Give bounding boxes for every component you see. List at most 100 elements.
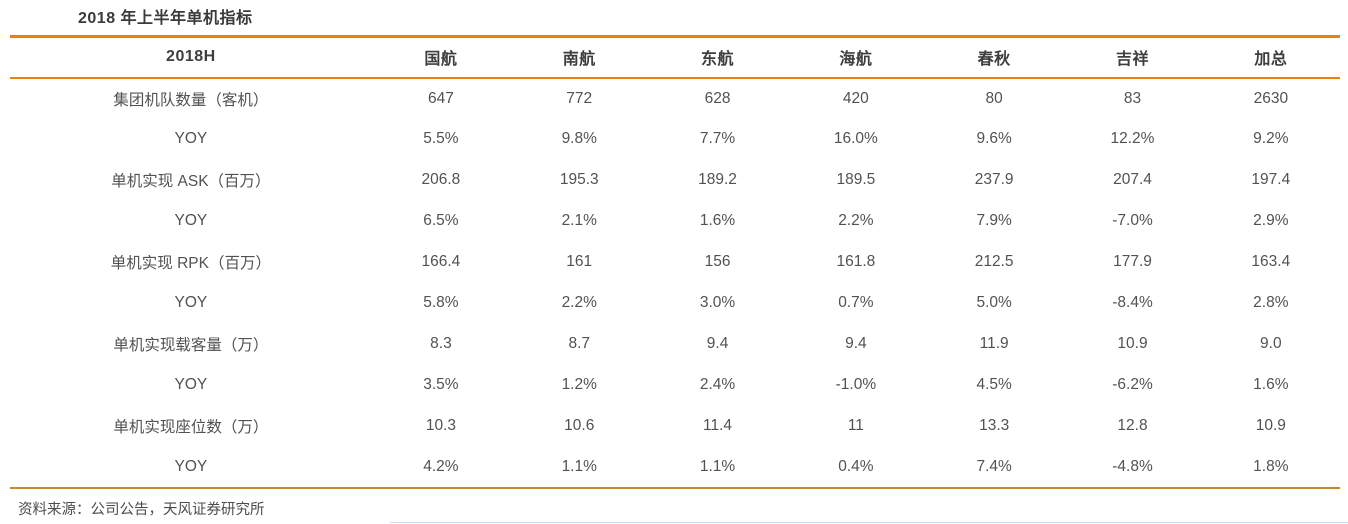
metric-value-cell: 10.3	[425, 417, 456, 434]
table-container: 2018H 国航 南航 东航 海航 春秋 吉祥 加总 集团机队数量（客机） 647 772 628 4…	[10, 35, 1340, 489]
metric-value-cell: -7.0%	[1112, 212, 1153, 229]
metric-value-cell: 197.4	[1251, 171, 1291, 188]
metric-value-cell: 647	[427, 89, 454, 107]
airline-column-header: 吉祥	[1115, 51, 1149, 69]
metric-value-cell: 1.2%	[561, 376, 597, 393]
period-header: 2018H	[166, 48, 216, 66]
table-row: YOY 4.2% 1.1% 1.1% 0.4% 7.4% -4.8% 1.8%	[10, 447, 1340, 488]
metric-value-cell: 156	[704, 253, 731, 270]
metric-value-cell: -8.4%	[1112, 294, 1153, 311]
airline-column-header: 国航	[424, 51, 458, 69]
table-row: YOY 5.8% 2.2% 3.0% 0.7% 5.0% -8.4% 2.8%	[10, 283, 1340, 324]
table-row: 单机实现座位数（万） 10.3 10.6 11.4 11 13.3 12.8 10.9	[10, 406, 1340, 447]
page-title: 2018 年上半年单机指标	[78, 10, 253, 27]
metric-value-cell: 6.5%	[423, 212, 459, 229]
metric-value-cell: 10.9	[1255, 417, 1286, 434]
row-label: YOY	[174, 130, 208, 147]
table-header-row: 2018H 国航 南航 东航 海航 春秋 吉祥 加总	[10, 36, 1340, 78]
row-label: YOY	[174, 457, 208, 475]
metric-value-cell: 7.9%	[976, 212, 1012, 229]
metric-value-cell: 2.2%	[561, 294, 597, 311]
metric-value-cell: 4.5%	[976, 376, 1012, 393]
metric-value-cell: 1.6%	[1253, 376, 1289, 393]
bottom-divider	[390, 522, 1348, 523]
airline-column-header: 春秋	[977, 51, 1011, 69]
metric-value-cell: 2.1%	[561, 212, 597, 229]
table-row: 集团机队数量（客机） 647 772 628 420 80 83 2630	[10, 78, 1340, 119]
metric-value-cell: 16.0%	[833, 130, 878, 147]
airline-column-header: 海航	[839, 51, 873, 69]
metric-value-cell: 7.4%	[976, 457, 1012, 475]
source-note: 资料来源：公司公告，天风证券研究所	[18, 502, 265, 518]
metric-value-cell: 0.7%	[838, 294, 874, 311]
metric-value-cell: 628	[704, 89, 731, 107]
metric-value-cell: -1.0%	[835, 376, 877, 393]
table-row: YOY 6.5% 2.1% 1.6% 2.2% 7.9% -7.0% 2.9%	[10, 201, 1340, 242]
metric-value-cell: 9.4	[845, 335, 867, 352]
row-label: 单机实现载客量（万）	[113, 337, 269, 354]
metric-value-cell: 10.6	[564, 417, 595, 434]
metric-value-cell: 11	[847, 417, 864, 434]
metric-value-cell: 189.5	[836, 171, 876, 188]
row-label: YOY	[174, 294, 208, 311]
row-label: 单机实现 RPK（百万）	[110, 255, 271, 272]
metric-value-cell: 4.2%	[423, 457, 459, 475]
airline-column-header: 加总	[1254, 51, 1288, 69]
metric-value-cell: 11.9	[979, 335, 1009, 352]
metric-value-cell: 1.1%	[699, 457, 736, 475]
metric-value-cell: 9.8%	[561, 130, 597, 147]
metric-value-cell: 2.9%	[1253, 212, 1289, 229]
metric-value-cell: 772	[566, 89, 593, 107]
metric-value-cell: 163.4	[1251, 253, 1291, 270]
metric-value-cell: 177.9	[1113, 253, 1152, 270]
metric-value-cell: 2.2%	[838, 212, 874, 229]
metric-value-cell: 5.5%	[423, 130, 459, 147]
metric-value-cell: 9.4	[706, 335, 729, 352]
metrics-table: 2018H 国航 南航 东航 海航 春秋 吉祥 加总 集团机队数量（客机） 647 772 628 4…	[10, 35, 1340, 489]
metric-value-cell: 420	[842, 89, 869, 107]
metric-value-cell: 80	[985, 89, 1003, 107]
metric-value-cell: 2.8%	[1253, 294, 1289, 311]
metric-value-cell: 9.6%	[976, 130, 1012, 147]
metric-value-cell: 1.1%	[561, 457, 597, 475]
metric-value-cell: 5.8%	[423, 294, 459, 311]
metric-value-cell: 12.8	[1117, 417, 1148, 434]
table-row: 单机实现 RPK（百万） 166.4 161 156 161.8 212.5 177.9 16…	[10, 242, 1340, 283]
metric-value-cell: 1.6%	[699, 212, 736, 229]
metric-value-cell: 12.2%	[1110, 130, 1155, 147]
row-label: YOY	[174, 376, 208, 393]
metric-value-cell: 212.5	[974, 253, 1014, 270]
table-row: 单机实现 ASK（百万） 206.8 195.3 189.2 189.5 237.9 207…	[10, 160, 1340, 201]
table-row: 单机实现载客量（万） 8.3 8.7 9.4 9.4 11.9 10.9 9.0	[10, 324, 1340, 365]
metric-value-cell: -4.8%	[1112, 457, 1153, 475]
metric-value-cell: 9.2%	[1253, 130, 1289, 147]
metric-value-cell: 8.3	[430, 335, 452, 352]
metric-value-cell: 189.2	[698, 171, 737, 188]
row-label: YOY	[174, 212, 208, 229]
metric-value-cell: 3.0%	[699, 294, 736, 311]
metric-value-cell: 0.4%	[838, 457, 874, 475]
metric-value-cell: 161.8	[836, 253, 876, 270]
metric-value-cell: 5.0%	[976, 294, 1012, 311]
airline-column-header: 东航	[701, 51, 735, 69]
row-label: 单机实现座位数（万）	[113, 419, 269, 436]
row-label: 单机实现 ASK（百万）	[111, 173, 271, 190]
metric-value-cell: 166.4	[421, 253, 461, 270]
metric-value-cell: 83	[1123, 89, 1142, 107]
metric-value-cell: 8.7	[568, 335, 591, 352]
metric-value-cell: 11.4	[703, 417, 733, 434]
metric-value-cell: 195.3	[559, 171, 599, 188]
metric-value-cell: 1.8%	[1253, 457, 1289, 475]
metric-value-cell: 13.3	[979, 417, 1010, 434]
metric-value-cell: 161	[566, 253, 593, 270]
airline-column-header: 南航	[562, 51, 596, 69]
metric-value-cell: -6.2%	[1112, 376, 1153, 393]
metric-value-cell: 10.9	[1117, 335, 1148, 352]
metric-value-cell: 9.0	[1260, 335, 1282, 352]
table-row: YOY 5.5% 9.8% 7.7% 16.0% 9.6% 12.2% 9.2%	[10, 119, 1340, 160]
metric-value-cell: 207.4	[1113, 171, 1152, 188]
table-body: 集团机队数量（客机） 647 772 628 420 80 83 2630 YOY 5.5% 9.8…	[10, 78, 1340, 488]
metric-value-cell: 237.9	[974, 171, 1014, 188]
row-label: 集团机队数量（客机）	[113, 91, 269, 109]
metric-value-cell: 3.5%	[423, 376, 459, 393]
